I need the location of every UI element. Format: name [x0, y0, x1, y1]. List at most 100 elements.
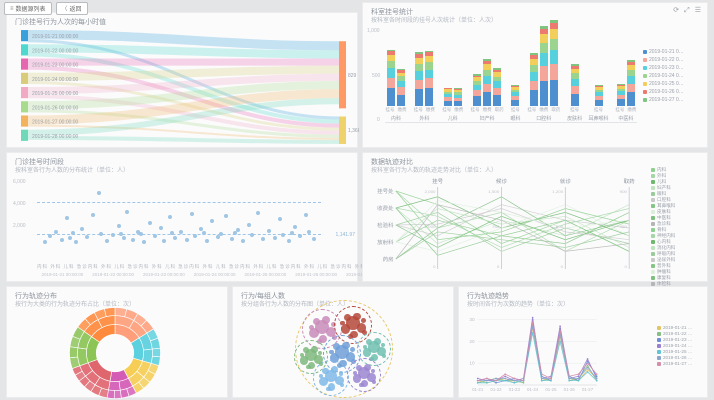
sankey-link[interactable]	[27, 89, 340, 125]
stacked-bar[interactable]	[397, 69, 405, 106]
bars-legend-item[interactable]: 2019-01-25 0…	[643, 81, 701, 87]
line-point[interactable]	[522, 379, 525, 382]
scatter-point[interactable]	[179, 230, 183, 235]
scatter-point[interactable]	[116, 224, 121, 229]
line-legend-item[interactable]: 2019-01-24 …	[657, 343, 703, 348]
pack-bubble[interactable]	[340, 324, 351, 334]
sunburst-chart[interactable]	[65, 303, 165, 400]
scatter-point[interactable]	[48, 233, 53, 238]
line-point[interactable]	[504, 373, 507, 375]
scatter-point[interactable]	[289, 231, 294, 236]
parallel-legend-item[interactable]: 消化内科	[651, 245, 703, 251]
scatter-point[interactable]	[230, 236, 235, 241]
parallel-legend-item[interactable]: 心内科	[651, 239, 703, 245]
bars-legend-item[interactable]: 2019-01-26 0…	[643, 89, 701, 95]
stacked-bar[interactable]	[493, 68, 502, 106]
sankey-link[interactable]	[27, 44, 340, 59]
parallel-legend-item[interactable]: 皮肤科	[651, 209, 703, 215]
line-point[interactable]	[486, 377, 488, 380]
scatter-point[interactable]	[79, 227, 84, 232]
stacked-bar[interactable]	[570, 64, 579, 106]
line-point[interactable]	[595, 377, 598, 380]
line-point[interactable]	[559, 325, 561, 328]
pack-bubble[interactable]	[309, 328, 319, 338]
sankey-node[interactable]	[21, 87, 28, 99]
parallel-legend-item[interactable]: 普外科	[651, 263, 703, 269]
pack-bubble[interactable]	[322, 367, 329, 374]
line-point[interactable]	[559, 340, 561, 343]
line-legend-item[interactable]: 2019-01-22 …	[657, 331, 703, 336]
scatter-point[interactable]	[210, 218, 215, 223]
scatter-point[interactable]	[286, 238, 291, 243]
pack-bubble[interactable]	[334, 376, 344, 386]
line-point[interactable]	[550, 379, 552, 382]
scatter-point[interactable]	[59, 238, 64, 243]
pack-bubble[interactable]	[328, 383, 336, 391]
line-point[interactable]	[577, 373, 580, 375]
line-point[interactable]	[513, 377, 516, 380]
pack-bubble[interactable]	[312, 317, 320, 325]
pack-bubble[interactable]	[367, 373, 376, 382]
scatter-point[interactable]	[110, 233, 115, 238]
line-point[interactable]	[586, 368, 589, 371]
pack-bubble[interactable]	[326, 327, 336, 337]
pack-bubble[interactable]	[377, 347, 386, 356]
scatter-point[interactable]	[122, 236, 127, 241]
parallel-legend-item[interactable]: 儿科	[651, 179, 703, 185]
line-point[interactable]	[568, 375, 571, 378]
pack-bubble[interactable]	[381, 342, 386, 347]
scatter-point[interactable]	[306, 229, 311, 234]
parallel-legend-item[interactable]: 妇产科	[651, 185, 703, 191]
sankey-link[interactable]	[27, 80, 340, 131]
parallel-line[interactable]	[395, 190, 630, 252]
pack-bubble[interactable]	[371, 354, 379, 361]
fullscreen-icon[interactable]: ⤢	[684, 7, 690, 14]
scatter-point[interactable]	[119, 231, 124, 236]
pack-bubble[interactable]	[308, 324, 314, 330]
pack-bubble[interactable]	[318, 373, 324, 379]
bars-legend-item[interactable]: 2019-01-27 0…	[643, 97, 701, 103]
pack-bubble[interactable]	[364, 363, 371, 371]
scatter-point[interactable]	[278, 216, 283, 221]
pack-bubble[interactable]	[319, 377, 329, 387]
line-point[interactable]	[577, 375, 580, 378]
line-point[interactable]	[595, 373, 598, 375]
parallel-legend-item[interactable]: 口腔科	[651, 197, 703, 203]
sankey-link[interactable]	[27, 65, 340, 81]
stacked-bar[interactable]	[443, 87, 452, 106]
sankey-node[interactable]	[21, 44, 28, 56]
scatter-point[interactable]	[99, 231, 104, 236]
pack-bubble[interactable]	[305, 349, 317, 362]
pack-bubble[interactable]	[311, 345, 318, 353]
pack-bubble[interactable]	[358, 367, 370, 380]
datasource-list-button[interactable]: ≡ 数据源列表	[4, 2, 52, 15]
pack-bubble[interactable]	[331, 366, 339, 374]
line-point[interactable]	[531, 316, 534, 319]
scatter-point[interactable]	[71, 230, 76, 235]
pack-bubble[interactable]	[352, 371, 357, 376]
line-point[interactable]	[568, 377, 571, 380]
sankey-link[interactable]	[27, 30, 340, 51]
line-point[interactable]	[495, 379, 497, 382]
scatter-point[interactable]	[272, 235, 277, 240]
pack-bubble[interactable]	[318, 350, 323, 355]
scatter-point[interactable]	[184, 237, 189, 242]
pack-bubble[interactable]	[361, 380, 369, 387]
bars-legend-item[interactable]: 2019-01-24 0…	[643, 73, 701, 79]
sankey-link[interactable]	[27, 80, 340, 110]
scatter-point[interactable]	[261, 237, 266, 242]
pack-bubble[interactable]	[299, 353, 304, 358]
sankey-link[interactable]	[27, 124, 340, 140]
parallel-legend-item[interactable]: 康复科	[651, 275, 703, 281]
line-chart[interactable]: 30 20 10 01-21 01-22 01-23 01-24 01-25 01-26 01-2…	[461, 303, 651, 399]
pack-bubble[interactable]	[339, 359, 347, 368]
pack-bubble[interactable]	[359, 383, 364, 388]
scatter-point[interactable]	[54, 230, 59, 235]
parallel-legend-item[interactable]: 中医科	[651, 215, 703, 221]
line-point[interactable]	[495, 382, 497, 384]
pack-bubble[interactable]	[299, 356, 309, 365]
line-point[interactable]	[577, 379, 580, 382]
pack-bubble[interactable]	[343, 314, 351, 321]
scatter-point[interactable]	[167, 214, 172, 219]
